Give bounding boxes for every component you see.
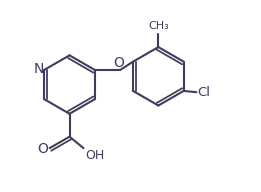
Text: O: O [114, 56, 124, 70]
Text: N: N [33, 62, 44, 76]
Text: OH: OH [85, 149, 104, 162]
Text: O: O [37, 142, 48, 156]
Text: CH₃: CH₃ [148, 21, 169, 31]
Text: Cl: Cl [198, 86, 211, 99]
